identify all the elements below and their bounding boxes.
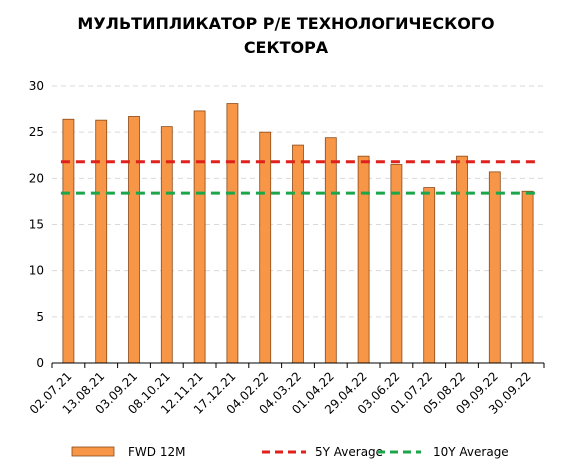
bar (259, 131, 272, 364)
bar (324, 137, 337, 364)
bars (62, 103, 534, 364)
bar (521, 190, 534, 364)
legend-label-10y: 10Y Average (433, 445, 509, 459)
y-tick-label: 30 (29, 79, 44, 93)
bar (488, 171, 501, 364)
bar (62, 118, 75, 364)
bar (292, 144, 304, 364)
legend-swatch-fwd (71, 446, 115, 457)
y-tick-label: 5 (36, 310, 44, 324)
bar (128, 116, 140, 364)
legend: FWD 12M 5Y Average 10Y Average (71, 445, 509, 459)
y-tick-label: 0 (36, 356, 44, 370)
y-tick-label: 10 (29, 264, 44, 278)
chart-title-line-2: СЕКТОРА (244, 38, 329, 57)
bar (226, 103, 239, 364)
bar (456, 155, 468, 364)
bar (193, 110, 206, 364)
legend-label-fwd: FWD 12M (128, 445, 185, 459)
bar (357, 155, 370, 364)
average-lines (60, 160, 536, 195)
y-tick-label: 20 (29, 171, 44, 185)
y-tick-label: 15 (29, 218, 44, 232)
bar (95, 119, 108, 364)
y-tick-label: 25 (29, 125, 44, 139)
chart-title-line-1: МУЛЬТИПЛИКАТОР Р/Е ТЕХНОЛОГИЧЕСКОГО (77, 14, 494, 33)
bar (423, 187, 436, 364)
legend-label-5y: 5Y Average (315, 445, 383, 459)
